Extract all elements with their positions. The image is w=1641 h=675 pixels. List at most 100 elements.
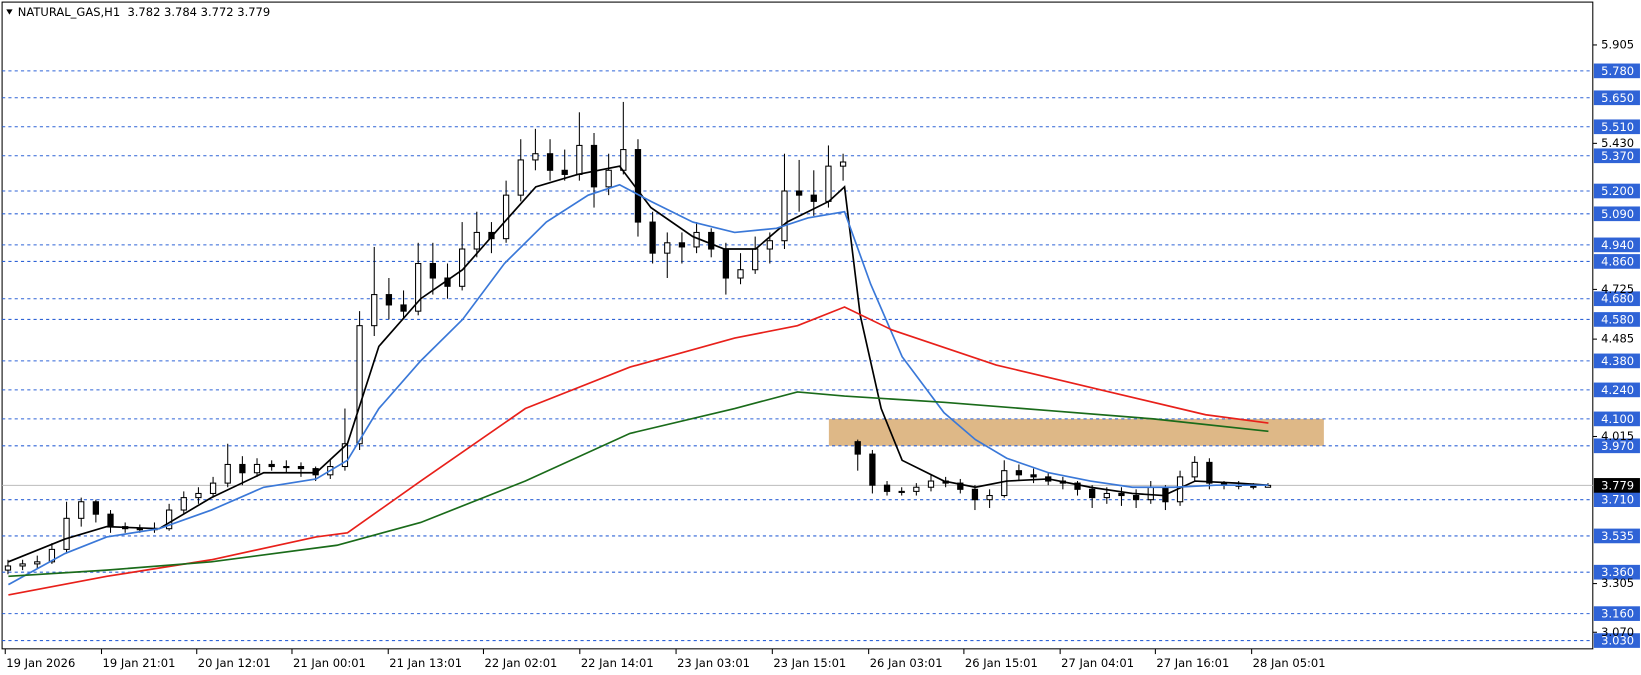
zone [828,418,1324,446]
menu-arrow[interactable] [6,9,13,15]
moving-average [8,391,1269,578]
candle-body [239,463,246,474]
candle-body [297,466,305,470]
candle-body [869,453,876,486]
candle-body [107,513,114,528]
candle-body [854,441,861,455]
candle-body [356,325,363,445]
candle-body [488,231,495,240]
candle-body [63,517,70,550]
level-label: 4.100 [1601,412,1634,426]
last-price-label: 3.779 [1601,478,1634,492]
level-label: 5.780 [1601,64,1634,78]
level-label-box [1593,291,1640,307]
y-tick-label: 4.725 [1601,282,1634,296]
x-tick-label: 20 Jan 12:01 [198,656,271,670]
candle-body [1206,461,1213,484]
candle-body [341,443,349,468]
level-label-box [1593,528,1640,544]
candle-body [1030,474,1037,478]
level-label-box [1593,438,1640,454]
level-label: 3.970 [1601,439,1634,453]
y-tick-label: 5.430 [1601,136,1634,150]
x-tick-label: 23 Jan 15:01 [773,656,846,670]
candle-body [268,463,275,468]
chart-title: NATURAL_GAS,H1 3.782 3.784 3.772 3.779 [18,5,270,19]
x-tick-label: 26 Jan 03:01 [870,656,943,670]
x-tick-label: 21 Jan 13:01 [389,656,462,670]
level-label: 3.160 [1601,607,1634,621]
y-tick-label: 4.485 [1601,332,1634,346]
candle-body [1089,488,1096,499]
candle-body [795,190,803,196]
x-tick-label: 27 Jan 04:01 [1061,656,1134,670]
level-label: 4.380 [1601,354,1634,368]
plot-frame [1,1,1594,650]
x-tick-label: 22 Jan 14:01 [581,656,654,670]
x-tick-label: 27 Jan 16:01 [1156,656,1229,670]
level-label: 5.510 [1601,120,1634,134]
candle-body [883,484,891,492]
y-tick-label: 3.070 [1601,625,1634,639]
candle-body [664,242,671,254]
candle-body [678,242,686,248]
candle-body [1074,482,1081,490]
candle-body [92,501,100,515]
y-tick-label: 3.305 [1601,576,1634,590]
candle-body [253,463,261,474]
candle-body [546,153,554,171]
candle-body [371,294,378,327]
level-label: 5.370 [1601,149,1634,163]
level-label: 4.940 [1601,238,1634,252]
candle-body [517,159,524,196]
candle-body [1118,492,1125,497]
y-tick-label: 5.905 [1601,37,1634,51]
candle-body [136,528,143,531]
candle-body [986,495,993,501]
x-tick-label: 19 Jan 21:01 [103,656,176,670]
candle-body [913,486,920,492]
candle-body [810,194,817,202]
level-label-box [1593,148,1640,164]
y-tick-label: 4.015 [1601,429,1634,443]
candle-body [224,463,231,484]
candle-body [620,149,627,171]
candle-body [1001,470,1008,497]
level-label-box [1593,312,1640,327]
level-label-box [1593,633,1640,648]
candle-body [78,501,85,519]
candle-body [4,565,12,571]
level-label-box [1593,206,1640,222]
candle-body [1191,461,1198,478]
level-label: 3.535 [1601,529,1634,543]
candle-body [781,190,788,242]
level-label-box [1593,492,1640,508]
candle-body [473,231,480,250]
candle-body [34,561,41,565]
level-label-box [1593,237,1640,253]
level-label-box [1593,119,1640,135]
level-label-box [1593,254,1640,269]
level-label-box [1593,183,1640,199]
level-label: 5.200 [1601,184,1634,198]
candle-body [1132,495,1140,501]
level-label: 4.580 [1601,312,1634,326]
candle-body [561,169,568,175]
candle-body [825,165,832,202]
candle-body [19,563,26,567]
x-tick-label: 26 Jan 15:01 [965,656,1038,670]
level-label: 4.680 [1601,292,1634,306]
candle-body [590,144,598,188]
level-label-box [1593,564,1640,580]
level-label: 4.860 [1601,254,1634,268]
candle-body [898,490,905,493]
level-label-box [1593,606,1640,621]
candle-body [722,248,730,279]
x-tick-label: 28 Jan 05:01 [1253,656,1326,670]
moving-average [8,165,1269,563]
candle-body [48,548,56,563]
x-tick-label: 22 Jan 02:01 [485,656,558,670]
level-label: 3.360 [1601,565,1634,579]
